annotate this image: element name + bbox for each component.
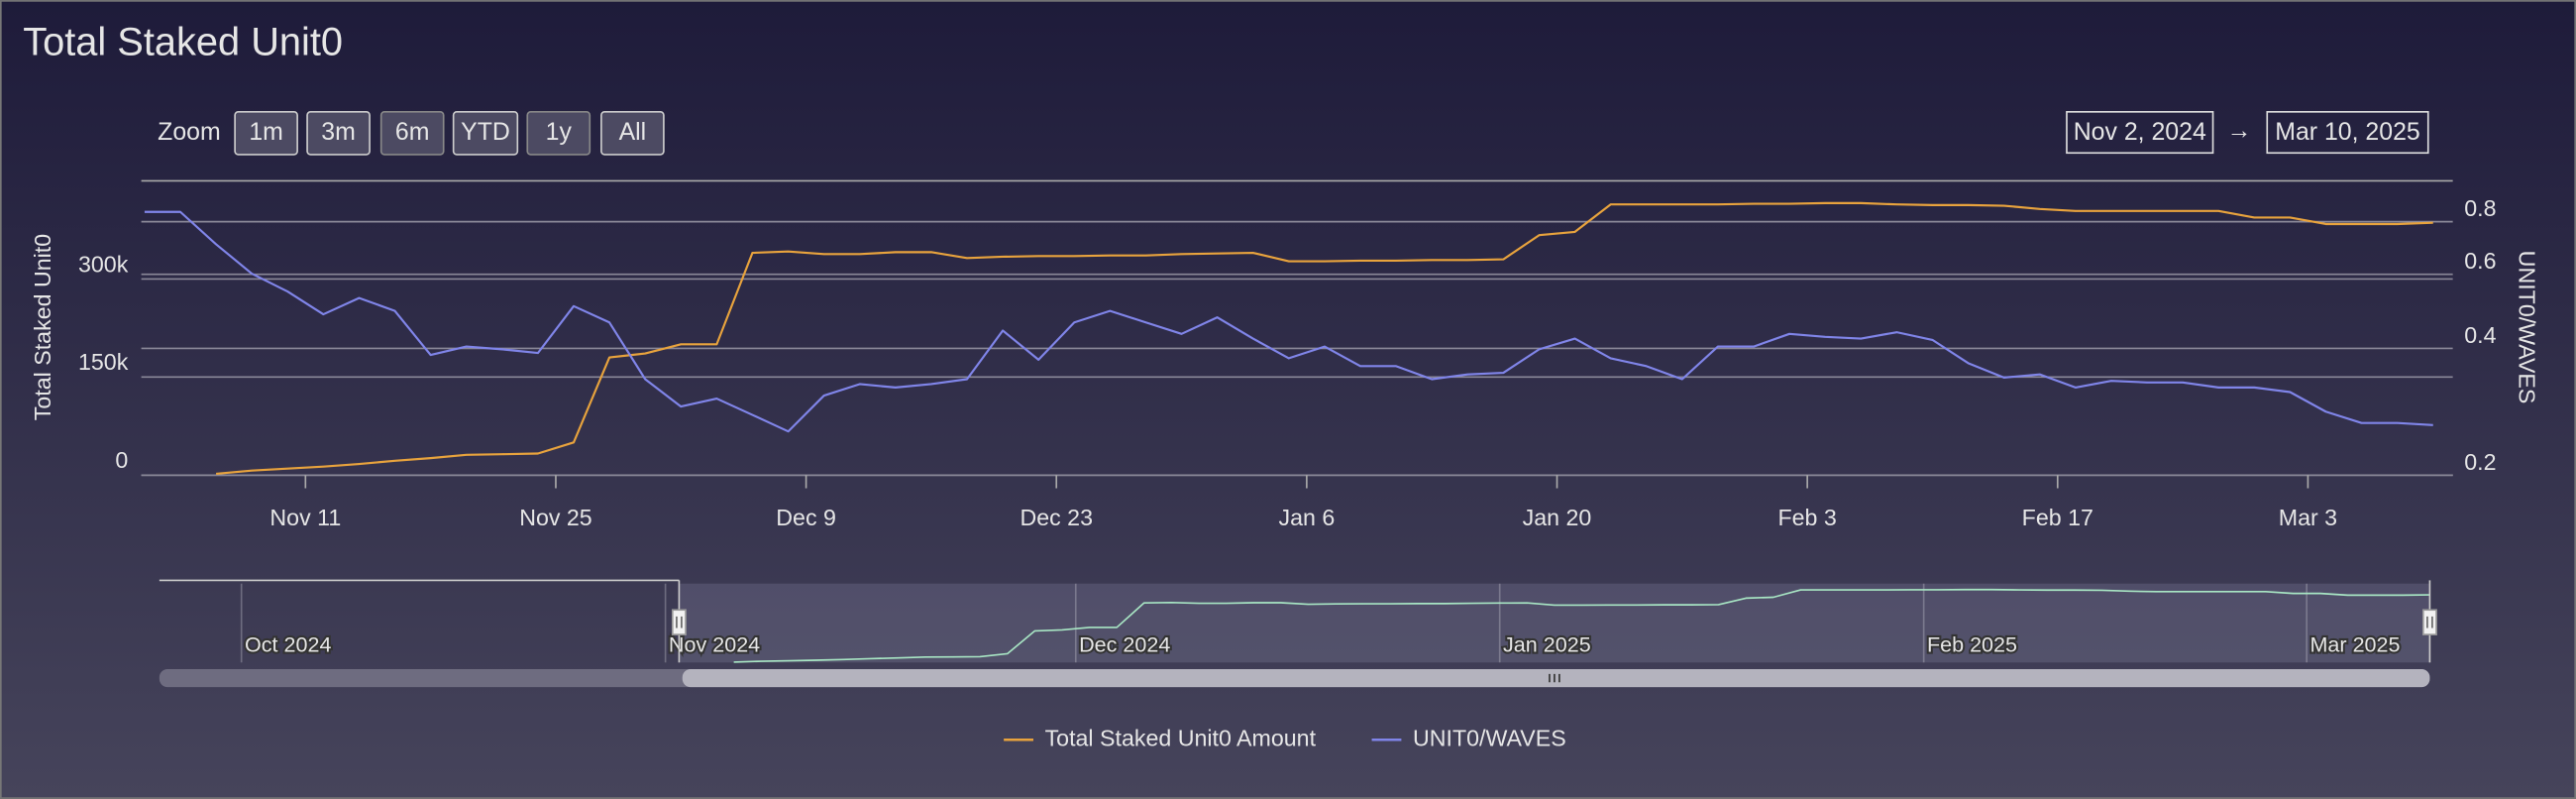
date-arrow: → (2227, 116, 2252, 144)
y2-axis-title: UNIT0/WAVES (2514, 251, 2539, 404)
y-tick-label: 0 (115, 447, 128, 473)
x-tick-label: Nov 11 (269, 505, 341, 530)
zoom-button-label[interactable]: 3m (321, 118, 356, 146)
date-to[interactable]: Mar 10, 2025 (2275, 118, 2420, 146)
zoom-button[interactable] (452, 110, 519, 156)
navigator-tick-label: Feb 2025 (1927, 631, 2017, 656)
zoom-button[interactable] (600, 110, 665, 156)
y-axis-title: Total Staked Unit0 (30, 234, 55, 420)
zoom-button[interactable] (234, 110, 298, 156)
date-to-input[interactable] (2266, 110, 2429, 155)
scrollbar-thumb[interactable] (682, 668, 2430, 688)
y-tick-label: 150k (78, 349, 129, 375)
y-tick-label: 300k (78, 251, 129, 277)
series-line (216, 201, 2433, 476)
zoom-button-label[interactable]: 1y (546, 118, 573, 146)
x-tick-label: Nov 25 (519, 505, 592, 530)
x-tick-label: Jan 20 (1523, 505, 1592, 530)
navigator-handle[interactable] (671, 609, 687, 635)
x-tick-label: Dec 23 (1020, 505, 1093, 530)
chart-title: Total Staked Unit0 (23, 20, 343, 63)
series-line (144, 210, 2433, 433)
navigator-line (733, 588, 2430, 663)
date-from-input[interactable] (2066, 110, 2214, 155)
legend-label[interactable]: Total Staked Unit0 Amount (1045, 725, 1317, 750)
y2-tick-label: 0.4 (2464, 322, 2496, 348)
x-tick-label: Mar 3 (2279, 505, 2337, 530)
navigator-tick-label: Mar 2025 (2309, 631, 2400, 656)
zoom-button-label[interactable]: 1m (249, 118, 283, 146)
date-from[interactable]: Nov 2, 2024 (2074, 118, 2206, 146)
x-tick-label: Feb 3 (1777, 505, 1836, 530)
navigator-tick-label: Oct 2024 (245, 631, 331, 656)
scrollbar-grip (1549, 673, 1560, 683)
y2-tick-label: 0.8 (2464, 195, 2496, 221)
zoom-button-label[interactable]: All (619, 118, 647, 146)
y2-tick-label: 0.2 (2464, 449, 2496, 475)
navigator-handle-grip (676, 616, 683, 628)
y2-tick-label: 0.6 (2464, 248, 2496, 274)
navigator-tick-label: Dec 2024 (1079, 631, 1170, 656)
zoom-button[interactable] (306, 110, 371, 156)
zoom-button-label[interactable]: 6m (395, 118, 430, 146)
navigator-selection (679, 583, 2430, 663)
navigator-tick-label: Jan 2025 (1503, 631, 1591, 656)
navigator-handle-grip (2426, 616, 2433, 628)
legend-label[interactable]: UNIT0/WAVES (1413, 725, 1566, 750)
x-tick-label: Jan 6 (1278, 505, 1335, 530)
zoom-button-label[interactable]: YTD (461, 118, 510, 146)
navigator-handle[interactable] (2421, 609, 2437, 635)
zoom-label: Zoom (158, 118, 221, 146)
x-tick-label: Dec 9 (776, 505, 836, 530)
navigator-tick-label: Nov 2024 (669, 631, 760, 656)
zoom-button[interactable] (526, 110, 591, 156)
x-tick-label: Feb 17 (2022, 505, 2093, 530)
zoom-button[interactable] (379, 110, 445, 156)
